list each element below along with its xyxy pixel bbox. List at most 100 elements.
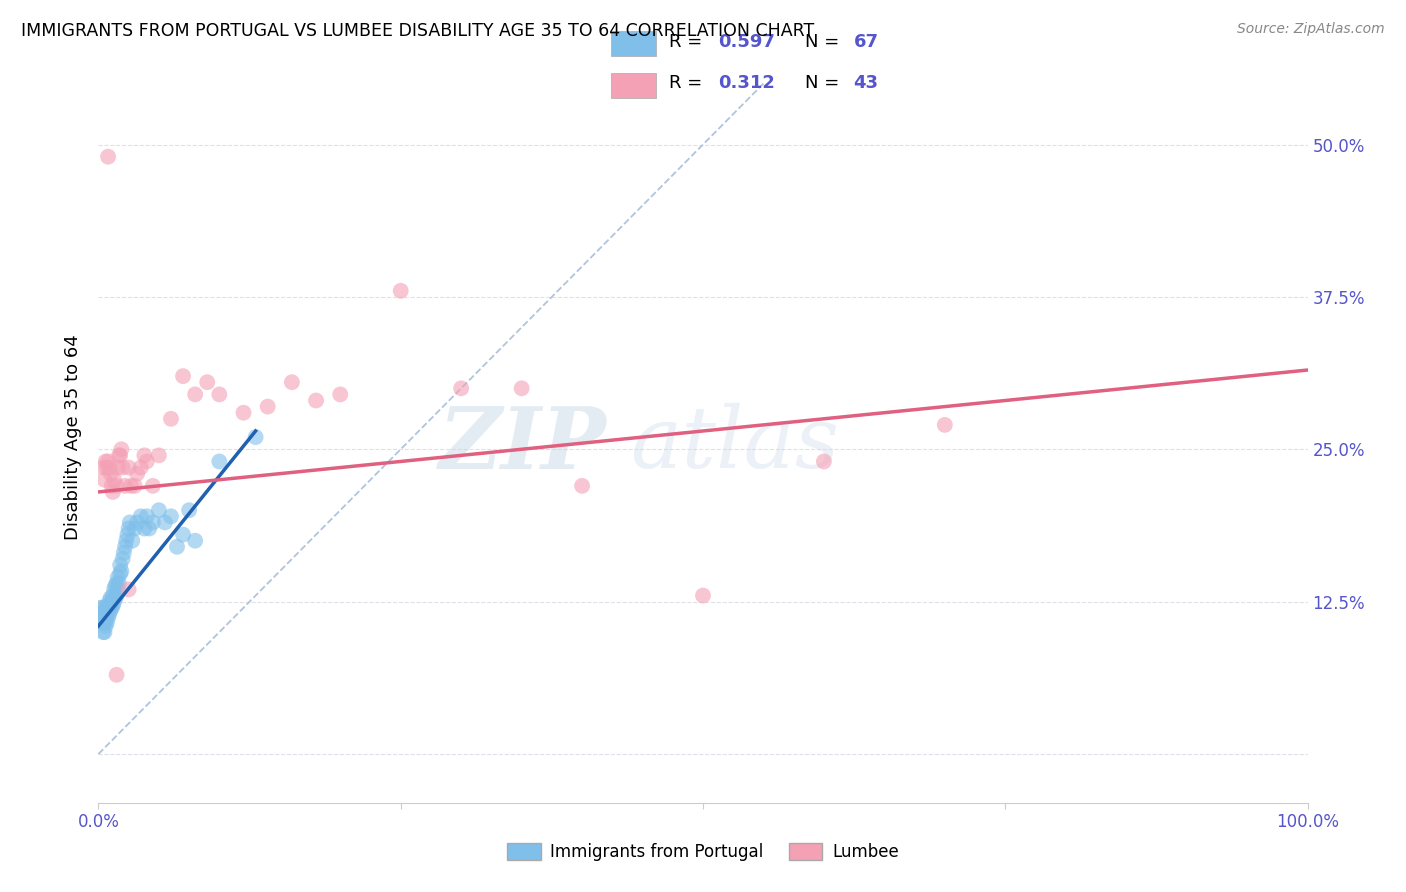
Text: IMMIGRANTS FROM PORTUGAL VS LUMBEE DISABILITY AGE 35 TO 64 CORRELATION CHART: IMMIGRANTS FROM PORTUGAL VS LUMBEE DISAB…: [21, 22, 814, 40]
Point: [96, 600, 118, 615]
Point: [110, 442, 132, 457]
Point: [135, 454, 157, 468]
Point: [91, 607, 114, 621]
Point: [232, 406, 254, 420]
Point: [98, 600, 121, 615]
Point: [105, 576, 128, 591]
Point: [195, 376, 218, 390]
Point: [184, 533, 207, 548]
Point: [100, 603, 122, 617]
Point: [118, 521, 141, 535]
Text: 67: 67: [853, 33, 879, 51]
Point: [813, 454, 835, 468]
Point: [100, 599, 122, 613]
Point: [160, 509, 183, 524]
Text: R =: R =: [669, 33, 709, 51]
Point: [208, 454, 231, 468]
Point: [107, 582, 129, 597]
Point: [160, 412, 183, 426]
Point: [305, 393, 328, 408]
Point: [105, 667, 128, 681]
Point: [118, 460, 141, 475]
Point: [98, 460, 121, 475]
Point: [120, 479, 142, 493]
Point: [108, 566, 131, 581]
Text: Source: ZipAtlas.com: Source: ZipAtlas.com: [1237, 22, 1385, 37]
Point: [108, 448, 131, 462]
Text: R =: R =: [669, 74, 709, 92]
Point: [103, 582, 125, 597]
Point: [934, 417, 956, 432]
Point: [153, 516, 176, 530]
Point: [91, 600, 114, 615]
Point: [117, 527, 139, 541]
Point: [96, 615, 118, 630]
Point: [97, 599, 120, 613]
Point: [124, 479, 146, 493]
Point: [138, 521, 160, 535]
Point: [103, 473, 125, 487]
Point: [134, 448, 156, 462]
Point: [208, 387, 231, 401]
Text: 43: 43: [853, 74, 879, 92]
Point: [101, 485, 124, 500]
Point: [111, 460, 134, 475]
Point: [96, 460, 118, 475]
Text: 0.312: 0.312: [718, 74, 775, 92]
Point: [97, 610, 120, 624]
Point: [148, 448, 170, 462]
Point: [97, 150, 120, 164]
Point: [97, 603, 120, 617]
Point: [111, 552, 134, 566]
Text: N =: N =: [806, 74, 845, 92]
Point: [98, 607, 121, 621]
Text: 0.597: 0.597: [718, 33, 775, 51]
Point: [172, 527, 194, 541]
Legend: Immigrants from Portugal, Lumbee: Immigrants from Portugal, Lumbee: [501, 836, 905, 868]
Point: [256, 400, 278, 414]
Point: [112, 546, 135, 560]
Point: [94, 613, 117, 627]
Point: [281, 376, 304, 390]
Point: [90, 607, 112, 621]
Text: ZIP: ZIP: [439, 402, 606, 486]
Point: [134, 521, 156, 535]
Point: [107, 460, 129, 475]
Point: [94, 454, 117, 468]
Point: [93, 603, 115, 617]
Point: [93, 473, 115, 487]
Point: [114, 479, 136, 493]
Point: [98, 594, 121, 608]
Point: [91, 615, 114, 630]
Point: [110, 564, 132, 578]
Point: [100, 600, 122, 615]
Point: [118, 582, 141, 597]
Point: [108, 576, 131, 591]
Point: [166, 540, 188, 554]
Point: [91, 613, 114, 627]
Point: [108, 448, 131, 462]
Text: N =: N =: [806, 33, 845, 51]
Point: [91, 607, 114, 621]
Point: [105, 479, 128, 493]
Point: [104, 591, 127, 605]
Point: [93, 610, 115, 624]
Point: [104, 579, 127, 593]
Point: [93, 625, 115, 640]
Text: atlas: atlas: [630, 403, 839, 486]
Point: [101, 599, 124, 613]
Point: [142, 479, 165, 493]
Point: [389, 284, 412, 298]
Point: [94, 607, 117, 621]
Point: [100, 467, 122, 481]
Point: [329, 387, 352, 401]
Point: [184, 387, 207, 401]
FancyBboxPatch shape: [612, 31, 657, 56]
Point: [245, 430, 267, 444]
FancyBboxPatch shape: [612, 73, 657, 98]
Point: [90, 600, 112, 615]
Point: [91, 625, 114, 640]
Point: [692, 589, 714, 603]
Point: [114, 540, 136, 554]
Point: [135, 509, 157, 524]
